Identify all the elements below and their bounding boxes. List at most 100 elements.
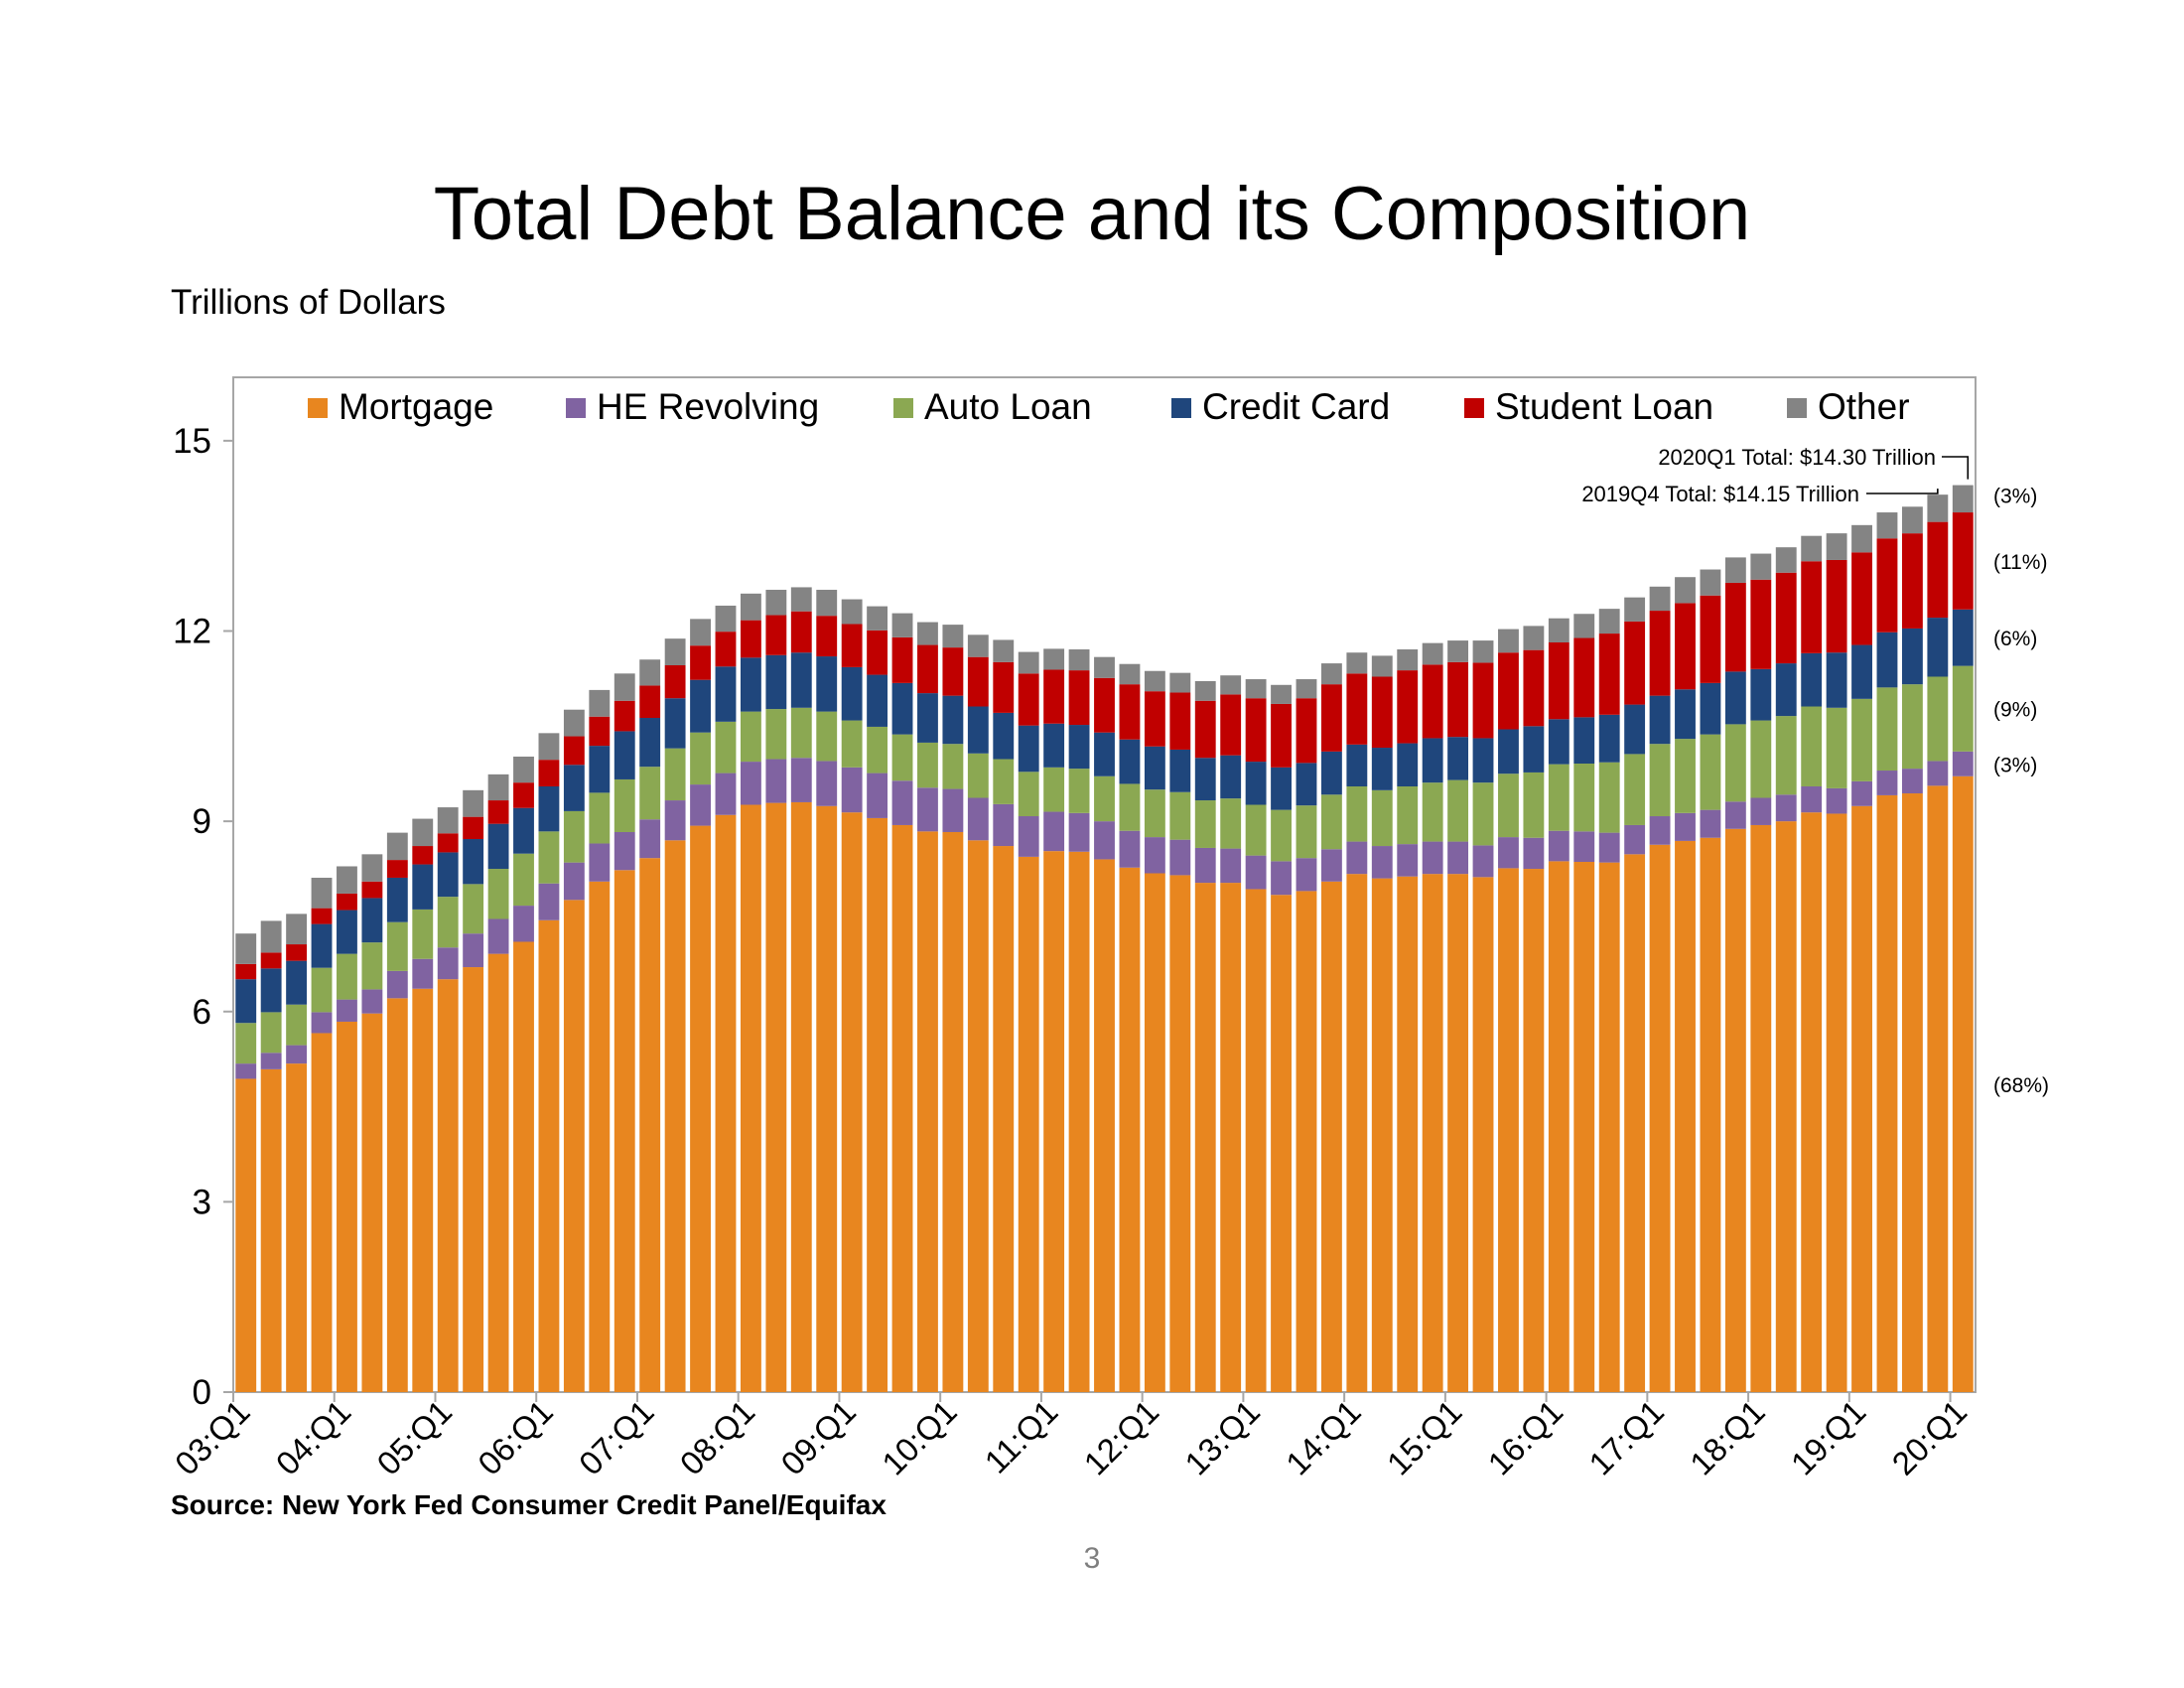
x-tick-label: 13:Q1: [1177, 1393, 1267, 1482]
bar-student-loan-19: [715, 632, 737, 667]
bar-he-revolving-16: [639, 819, 661, 859]
legend-swatch-credit-card: [1171, 398, 1191, 418]
bar-he-revolving-20: [740, 762, 761, 805]
bar-auto-loan-48: [1447, 779, 1469, 842]
bar-mortgage-51: [1523, 869, 1545, 1392]
bar-auto-loan-34: [1094, 775, 1115, 822]
bar-he-revolving-43: [1320, 849, 1342, 882]
bar-auto-loan-61: [1775, 716, 1797, 795]
bar-student-loan-67: [1927, 521, 1949, 619]
bar-he-revolving-6: [386, 970, 408, 999]
bar-auto-loan-22: [790, 707, 812, 759]
x-tick-label: 06:Q1: [471, 1393, 560, 1482]
bar-mortgage-55: [1624, 854, 1646, 1392]
bar-other-36: [1144, 670, 1165, 692]
page-number: 3: [1083, 1542, 1101, 1575]
share-label-auto-loan: (9%): [1993, 699, 2037, 722]
bar-credit-card-37: [1169, 749, 1191, 792]
legend-label-other: Other: [1818, 386, 1910, 427]
bar-mortgage-22: [790, 801, 812, 1392]
bar-mortgage-12: [538, 919, 560, 1392]
bar-mortgage-48: [1447, 874, 1469, 1392]
bar-mortgage-35: [1119, 867, 1141, 1392]
units-label: Trillions of Dollars: [171, 283, 446, 322]
bar-student-loan-32: [1043, 669, 1065, 724]
bar-other-64: [1851, 524, 1872, 553]
bar-auto-loan-40: [1245, 804, 1267, 856]
bar-auto-loan-14: [589, 792, 611, 844]
bar-he-revolving-15: [614, 831, 635, 871]
bar-mortgage-4: [337, 1021, 357, 1392]
bar-student-loan-43: [1320, 684, 1342, 752]
bar-other-28: [942, 625, 964, 648]
bar-auto-loan-64: [1851, 698, 1872, 781]
bar-auto-loan-10: [487, 869, 509, 919]
bar-mortgage-44: [1346, 874, 1368, 1392]
bar-other-8: [437, 807, 459, 834]
bar-student-loan-56: [1649, 611, 1671, 696]
bar-student-loan-3: [311, 908, 333, 924]
bar-other-26: [891, 613, 913, 637]
bar-he-revolving-40: [1245, 855, 1267, 890]
bar-credit-card-38: [1194, 758, 1216, 801]
bar-mortgage-17: [664, 840, 686, 1392]
page-title: Total Debt Balance and its Composition: [433, 172, 1751, 256]
bar-other-6: [386, 832, 408, 861]
bar-other-53: [1573, 614, 1595, 638]
bar-mortgage-42: [1296, 891, 1317, 1392]
bar-he-revolving-13: [563, 862, 585, 901]
bar-credit-card-65: [1876, 632, 1898, 688]
bar-auto-loan-17: [664, 748, 686, 801]
bar-other-21: [765, 589, 787, 616]
bar-he-revolving-7: [412, 958, 434, 989]
bar-mortgage-11: [513, 941, 534, 1392]
bar-credit-card-15: [614, 731, 635, 779]
bar-mortgage-36: [1144, 873, 1165, 1392]
bar-other-43: [1320, 663, 1342, 685]
bar-he-revolving-8: [437, 947, 459, 980]
x-tick-label: 09:Q1: [773, 1393, 863, 1482]
bar-auto-loan-26: [891, 734, 913, 781]
bar-student-loan-2: [286, 944, 308, 961]
bar-other-29: [967, 634, 989, 657]
bar-credit-card-30: [993, 712, 1015, 760]
bar-auto-loan-6: [386, 921, 408, 971]
bar-student-loan-29: [967, 656, 989, 707]
bar-he-revolving-45: [1371, 846, 1393, 879]
bar-auto-loan-7: [412, 909, 434, 959]
bar-student-loan-52: [1548, 642, 1570, 720]
share-label-he-revolving: (3%): [1993, 754, 2037, 776]
legend-label-he-revolving: HE Revolving: [597, 386, 819, 427]
bar-mortgage-13: [563, 900, 585, 1392]
bar-other-14: [589, 689, 611, 717]
bar-he-revolving-25: [867, 773, 888, 818]
bar-other-22: [790, 587, 812, 612]
bar-other-60: [1750, 553, 1772, 580]
bar-other-44: [1346, 652, 1368, 674]
bar-he-revolving-50: [1498, 837, 1519, 869]
bar-mortgage-27: [917, 831, 938, 1392]
bar-other-31: [1018, 651, 1039, 674]
bar-auto-loan-65: [1876, 687, 1898, 772]
bar-student-loan-62: [1801, 561, 1823, 653]
bar-other-46: [1397, 649, 1419, 671]
bar-other-27: [917, 622, 938, 645]
bar-he-revolving-54: [1598, 832, 1620, 863]
bar-auto-loan-67: [1927, 676, 1949, 762]
bar-student-loan-31: [1018, 673, 1039, 726]
bar-he-revolving-17: [664, 800, 686, 841]
bar-other-52: [1548, 618, 1570, 642]
bar-mortgage-38: [1194, 883, 1216, 1392]
bar-credit-card-5: [361, 898, 383, 943]
bar-other-32: [1043, 648, 1065, 670]
bar-student-loan-61: [1775, 572, 1797, 664]
bar-student-loan-0: [235, 963, 257, 980]
bar-other-33: [1068, 649, 1090, 671]
bar-student-loan-60: [1750, 579, 1772, 669]
bar-credit-card-19: [715, 666, 737, 722]
bar-mortgage-61: [1775, 821, 1797, 1393]
bar-he-revolving-28: [942, 788, 964, 832]
bar-other-50: [1498, 629, 1519, 653]
bar-other-65: [1876, 512, 1898, 539]
